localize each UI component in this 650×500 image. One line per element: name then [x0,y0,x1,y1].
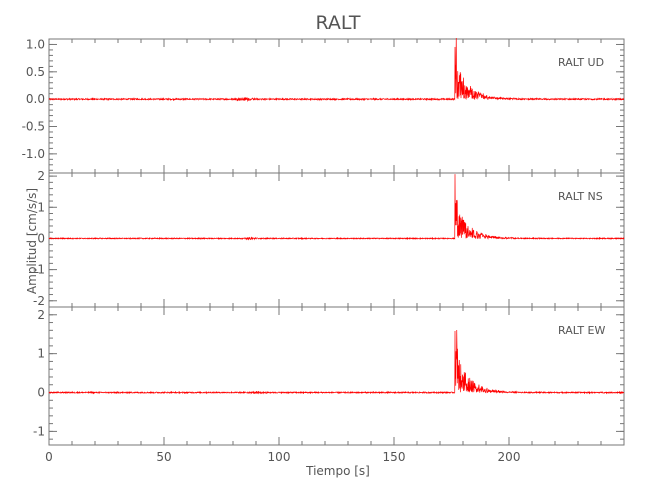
panel-frame [48,172,625,308]
y-tick-label: -1 [33,424,45,438]
x-tick-label: 0 [45,450,53,464]
y-tick-label: 0.0 [26,92,45,106]
y-tick-label: -1 [33,263,45,277]
y-tick-label: 0 [37,386,45,400]
y-tick-label: -1.0 [22,147,45,161]
y-tick-label: 2 [37,308,45,322]
y-tick-label: 0.5 [26,65,45,79]
x-axis: 0 50 100 150 200 [45,450,520,464]
x-tick-label: 200 [498,450,521,464]
x-tick-label: 100 [268,450,291,464]
y-tick-label: 2 [37,169,45,183]
y-tick-label: -2 [33,294,45,308]
waveform-ns [48,174,625,241]
y-tick-label: -0.5 [22,120,45,134]
y-tick-label: 0 [37,231,45,245]
chart-title: RALT [315,12,360,34]
station-label: RALT UD [558,56,604,69]
y-axis-label: Amplitud [cm/s/s] [25,188,39,294]
panel-ns: 2 1 0 -1 -2 RALT NS [33,169,625,308]
station-label: RALT EW [558,324,606,337]
y-tick-label: 1.0 [26,37,45,51]
x-axis-label: Tiempo [s] [305,464,370,478]
panel-frame [48,306,625,446]
x-tick-label: 150 [383,450,406,464]
station-label: RALT NS [558,190,603,203]
panel-ud: 1.0 0.5 0.0 -0.5 -1.0 RALT UD [22,37,625,174]
panel-ew: 2 1 0 -1 RALT EW [33,306,625,446]
y-tick-label: 1 [37,200,45,214]
waveform-ew [48,330,625,395]
waveform-ud [48,38,625,103]
panel-frame [48,38,625,174]
y-tick-label: 1 [37,347,45,361]
x-tick-label: 50 [156,450,171,464]
